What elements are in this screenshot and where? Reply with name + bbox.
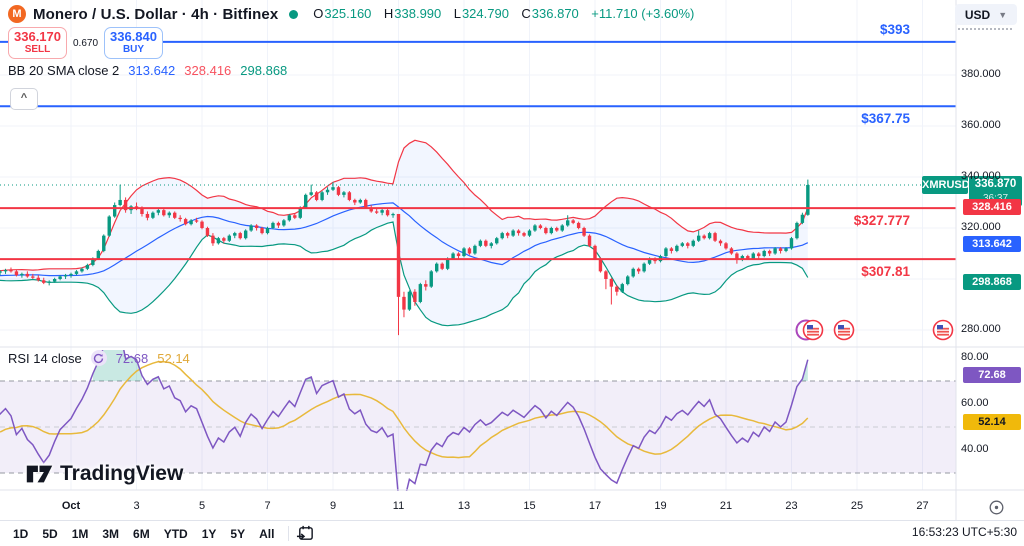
sell-label: SELL [24, 44, 51, 56]
ohlc-high-label: H [383, 6, 394, 21]
bb-upper-value: 328.416 [184, 63, 232, 78]
price-tick-label[interactable]: 340.000 [961, 170, 1001, 182]
time-tick-label[interactable]: 13 [457, 500, 471, 512]
time-tick-label[interactable]: 27 [916, 500, 929, 512]
rsi-ma-value: 52.14 [157, 350, 190, 366]
range-button-all[interactable]: All [259, 526, 275, 541]
indicator-value-badge: 72.68 [963, 366, 1021, 383]
price-tick-label[interactable]: 380.000 [961, 68, 1001, 80]
time-tick-label[interactable]: 9 [329, 500, 337, 512]
indicator-value-badge: 313.642 [963, 236, 1021, 253]
rsi-value: 72.68 [115, 350, 149, 366]
range-button-3m[interactable]: 3M [102, 526, 120, 541]
toolbar-divider [288, 526, 290, 541]
time-tick-label[interactable]: 3 [133, 500, 140, 512]
ohlc-close-value: 336.870 [531, 6, 579, 21]
tradingview-watermark: TradingView [26, 462, 183, 486]
currency-label: USD [964, 7, 991, 22]
tradingview-watermark-text: TradingView [60, 462, 184, 485]
tradingview-logo-icon [26, 465, 53, 483]
range-button-5y[interactable]: 5Y [230, 526, 246, 541]
currency-selector[interactable]: USD ▼ [955, 4, 1017, 25]
time-axis-settings-icon[interactable] [988, 499, 1005, 516]
time-tick-label[interactable]: 15 [523, 500, 536, 512]
collapse-legend-button[interactable]: ^ [10, 88, 38, 110]
indicator-value-badge: 298.868 [963, 273, 1021, 290]
range-button-5d[interactable]: 5D [42, 526, 58, 541]
sell-button[interactable]: 336.170 SELL [8, 27, 67, 59]
range-button-1d[interactable]: 1D [13, 526, 29, 541]
bb-legend-title: BB 20 SMA close 2 [8, 63, 120, 78]
bb-basis-value: 313.642 [128, 63, 176, 78]
ohlc-values: O325.160 H338.990 L324.790 C336.870 +11.… [305, 5, 694, 23]
ohlc-open-label: O [313, 6, 324, 21]
bb-lower-value: 298.868 [240, 63, 288, 78]
time-tick-label[interactable]: 21 [719, 500, 733, 512]
ohlc-high-value: 338.990 [394, 6, 442, 21]
buy-label: BUY [122, 44, 145, 56]
trade-widget: 336.170 SELL 0.670 336.840 BUY [8, 27, 163, 59]
rsi-legend-title: RSI 14 close [8, 350, 82, 366]
rsi-tick-label[interactable]: 40.00 [961, 443, 989, 455]
spread-value: 0.670 [67, 36, 104, 50]
buy-price: 336.840 [110, 29, 157, 44]
time-tick-label[interactable]: 17 [588, 500, 602, 512]
bb-indicator-legend[interactable]: BB 20 SMA close 2 313.642 328.416 298.86… [8, 63, 287, 78]
symbol-price-label: XMRUSD [922, 176, 970, 194]
indicator-value-badge: 52.14 [963, 414, 1021, 431]
price-tick-label[interactable]: 360.000 [961, 119, 1001, 131]
buy-button[interactable]: 336.840 BUY [104, 27, 163, 59]
price-change: +11.710 (+3.60%) [591, 6, 695, 21]
symbol-title[interactable]: Monero / U.S. Dollar · 4h · Bitfinex [33, 5, 279, 23]
bottom-toolbar: 1D 5D 1M 3M 6M YTD 1Y 5Y All [0, 520, 1024, 546]
range-button-ytd[interactable]: YTD [163, 526, 188, 541]
time-tick-label[interactable]: Oct [61, 500, 81, 512]
time-tick-label[interactable]: 11 [392, 500, 405, 512]
rsi-indicator-legend[interactable]: RSI 14 close 72.68 52.14 [8, 350, 190, 366]
rsi-tick-label[interactable]: 80.00 [961, 351, 989, 363]
last-price-value: 336.870 [974, 178, 1017, 190]
rsi-tick-label[interactable]: 60.00 [961, 397, 989, 409]
time-tick-label[interactable]: 5 [198, 500, 206, 512]
range-button-1m[interactable]: 1M [71, 526, 89, 541]
sell-price: 336.170 [14, 29, 61, 44]
price-tick-label[interactable]: 320.000 [961, 221, 1001, 233]
ohlc-low-label: L [453, 6, 461, 21]
chevron-down-icon: ▼ [998, 9, 1008, 20]
price-tick-label[interactable]: 280.000 [961, 323, 1001, 335]
us-flag-event-icon[interactable] [795, 319, 824, 341]
time-tick-label[interactable]: 23 [785, 500, 798, 512]
symbol-header: M Monero / U.S. Dollar · 4h · Bitfinex O… [0, 0, 964, 28]
clock[interactable]: 16:53:23 UTC+5:30 [911, 525, 1017, 539]
monero-logo-icon: M [8, 5, 26, 23]
market-status-dot-icon [289, 9, 299, 19]
range-button-1y[interactable]: 1Y [201, 526, 217, 541]
us-flag-event-icon[interactable] [833, 319, 855, 341]
date-range-buttons: 1D 5D 1M 3M 6M YTD 1Y 5Y All [6, 524, 281, 544]
rsi-refresh-icon[interactable] [90, 350, 107, 366]
time-tick-label[interactable]: 19 [654, 500, 667, 512]
ohlc-close-label: C [521, 6, 531, 21]
range-button-6m[interactable]: 6M [133, 526, 150, 541]
time-tick-label[interactable]: 7 [264, 500, 271, 512]
price-scale-dotted-marker [958, 28, 1012, 30]
ohlc-open-value: 325.160 [324, 6, 372, 21]
rsi-plot [0, 350, 809, 491]
time-tick-label[interactable]: 25 [850, 500, 864, 512]
ohlc-low-value: 324.790 [461, 6, 509, 21]
indicator-value-badge: 328.416 [963, 198, 1021, 215]
go-to-date-icon[interactable] [296, 524, 315, 543]
candle-countdown: 36:37 [969, 193, 1022, 206]
us-flag-event-icon[interactable] [932, 319, 954, 341]
